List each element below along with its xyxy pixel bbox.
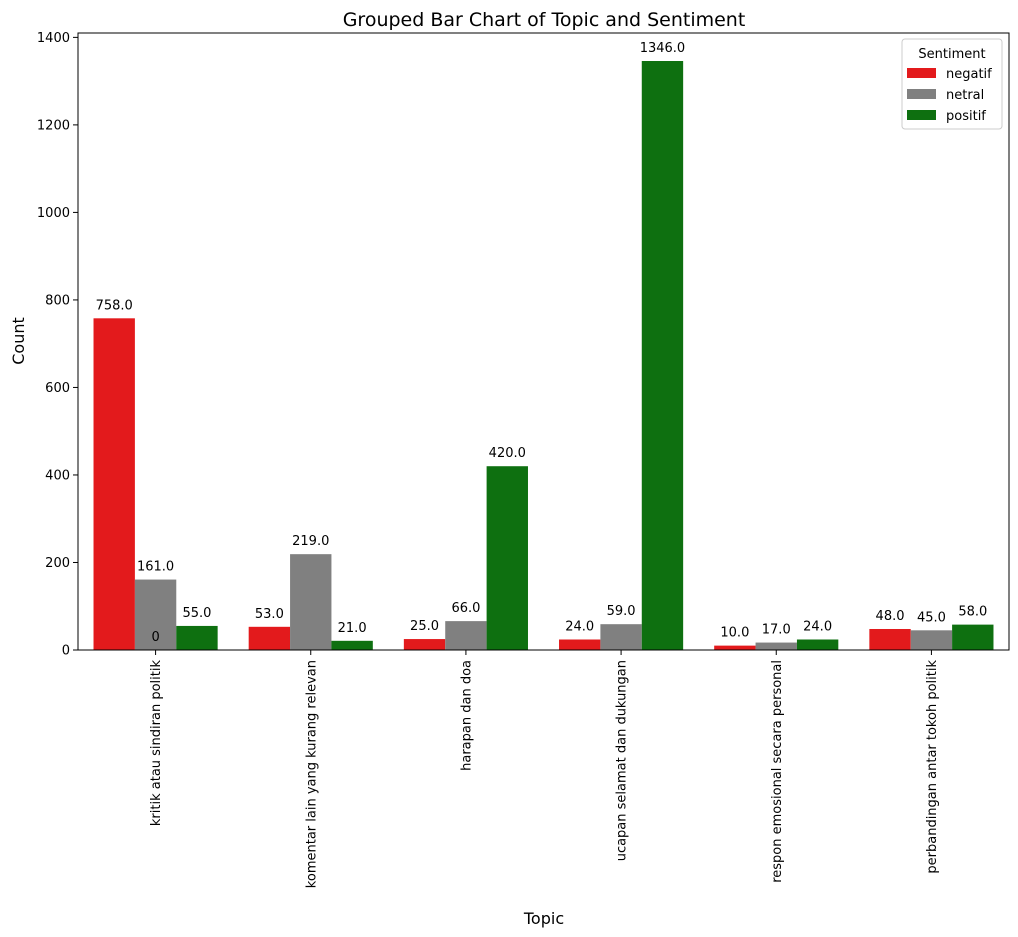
legend-label-positif: positif xyxy=(946,109,986,124)
y-tick-label: 1000 xyxy=(37,206,70,221)
x-axis-label: Topic xyxy=(523,909,564,928)
bar-value-label: 161.0 xyxy=(137,560,174,575)
bar-positif xyxy=(486,466,528,650)
y-tick-label: 400 xyxy=(45,468,70,483)
annotation-label: 0 xyxy=(151,630,159,645)
legend-swatch-netral xyxy=(907,89,936,99)
bar-positif xyxy=(176,625,218,650)
bar-value-label: 24.0 xyxy=(565,619,594,634)
legend: Sentiment negatif netral positif xyxy=(901,38,1003,130)
bar-negatif xyxy=(403,639,446,650)
bar-value-label: 48.0 xyxy=(876,609,905,624)
bar-value-label: 1346.0 xyxy=(640,41,686,56)
bar-positif xyxy=(331,640,373,650)
bars xyxy=(93,61,994,650)
bar-netral xyxy=(445,621,487,650)
y-tick-label: 1400 xyxy=(37,31,70,46)
bar-labels: 758.0 53.0 25.0 24.0 10.0 48.0 161.0 219.0 66.0 5… xyxy=(96,41,988,641)
bar-value-label: 59.0 xyxy=(607,604,636,619)
bar-value-label: 219.0 xyxy=(292,534,329,549)
y-axis-label: Count xyxy=(9,317,28,365)
bar-value-label: 25.0 xyxy=(410,619,439,634)
bar-negatif xyxy=(869,628,911,650)
bar-negatif xyxy=(93,318,135,650)
bar-netral xyxy=(600,624,642,650)
plot-area-frame xyxy=(77,32,1010,651)
x-tick-label: komentar lain yang kurang relevan xyxy=(304,660,319,888)
bar-value-label: 21.0 xyxy=(338,621,367,636)
bar-netral xyxy=(755,642,797,650)
y-tick-label: 0 xyxy=(62,644,70,659)
legend-title: Sentiment xyxy=(918,47,985,62)
bar-value-label: 45.0 xyxy=(917,610,946,625)
bar-negatif xyxy=(248,626,291,650)
annotations: 0 xyxy=(151,630,159,645)
x-axis: kritik atau sindiran politik komentar lai… xyxy=(149,650,940,888)
legend-label-negatif: negatif xyxy=(946,67,992,82)
y-axis: 0 200 400 600 800 1000 1200 1400 xyxy=(37,31,78,659)
legend-label-netral: netral xyxy=(946,88,984,103)
y-tick-label: 200 xyxy=(45,556,70,571)
bar-netral xyxy=(134,579,177,650)
legend-swatch-positif xyxy=(907,110,936,120)
bar-negatif xyxy=(559,639,601,650)
bar-value-label: 10.0 xyxy=(720,626,749,641)
x-tick-label: ucapan selamat dan dukungan xyxy=(615,660,630,861)
bar-value-label: 53.0 xyxy=(255,607,284,622)
y-tick-label: 1200 xyxy=(37,118,70,133)
bar-netral xyxy=(290,554,332,650)
legend-box xyxy=(901,38,1003,130)
bar-negatif xyxy=(714,645,756,650)
y-tick-label: 800 xyxy=(45,293,70,308)
bar-positif xyxy=(641,61,684,650)
legend-swatch-negatif xyxy=(907,68,936,78)
bar-value-label: 420.0 xyxy=(489,446,526,461)
bar-value-label: 758.0 xyxy=(96,298,133,313)
y-tick-label: 600 xyxy=(45,381,70,396)
bar-netral xyxy=(910,630,953,650)
bar-positif xyxy=(952,624,994,650)
bar-value-label: 55.0 xyxy=(182,606,211,621)
bar-value-label: 58.0 xyxy=(958,605,987,620)
bar-value-label: 17.0 xyxy=(762,623,791,638)
x-tick-label: perbandingan antar tokoh politik xyxy=(925,660,940,874)
chart-title: Grouped Bar Chart of Topic and Sentiment xyxy=(343,9,746,31)
bar-value-label: 24.0 xyxy=(803,619,832,634)
x-tick-label: respon emosional secara personal xyxy=(770,660,785,883)
x-tick-label: harapan dan doa xyxy=(459,660,474,771)
bar-value-label: 66.0 xyxy=(451,601,480,616)
x-tick-label: kritik atau sindiran politik xyxy=(149,660,164,827)
bar-positif xyxy=(796,639,839,650)
